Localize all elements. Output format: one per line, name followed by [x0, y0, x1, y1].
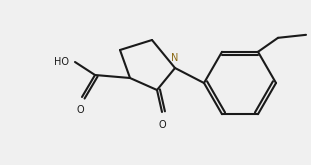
Text: N: N	[171, 53, 179, 63]
Text: HO: HO	[54, 57, 69, 67]
Text: O: O	[158, 120, 166, 130]
Text: O: O	[76, 105, 84, 115]
